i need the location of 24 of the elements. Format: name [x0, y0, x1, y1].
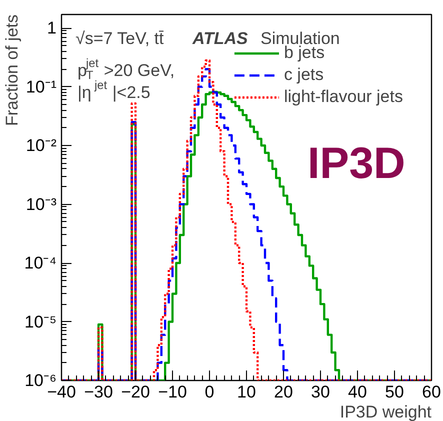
- y-tick-label: 10⁻²: [26, 136, 57, 156]
- x-tick-label: 40: [348, 382, 367, 402]
- x-tick-label: 60: [422, 382, 441, 402]
- y-tick-label: 10⁻³: [26, 194, 57, 214]
- x-tick-label: 10: [237, 382, 256, 402]
- annotation: IP3D: [308, 139, 406, 188]
- x-tick-label: −30: [84, 382, 113, 402]
- x-tick-label: −20: [121, 382, 150, 402]
- x-tick-label: −10: [158, 382, 187, 402]
- annotation: √s=7 TeV, tt̄: [76, 29, 164, 48]
- y-tick-label: 10⁻¹: [26, 77, 57, 96]
- y-axis-title: Fraction of jets: [2, 14, 22, 126]
- y-tick-label: 10⁻⁴: [24, 254, 57, 273]
- x-tick-label: 20: [274, 382, 293, 402]
- y-tick-label: 1: [47, 18, 57, 38]
- legend-label: c jets: [284, 64, 324, 86]
- x-tick-label: 0: [204, 382, 214, 402]
- x-tick-label: 50: [385, 382, 404, 402]
- annotation: ATLAS: [192, 29, 249, 48]
- legend-label: b jets: [284, 43, 325, 64]
- x-tick-label: 30: [311, 382, 330, 402]
- x-axis-title: IP3D weight: [340, 402, 432, 421]
- y-tick-label: 10⁻⁵: [24, 312, 57, 332]
- legend-label: light-flavour jets: [284, 86, 403, 108]
